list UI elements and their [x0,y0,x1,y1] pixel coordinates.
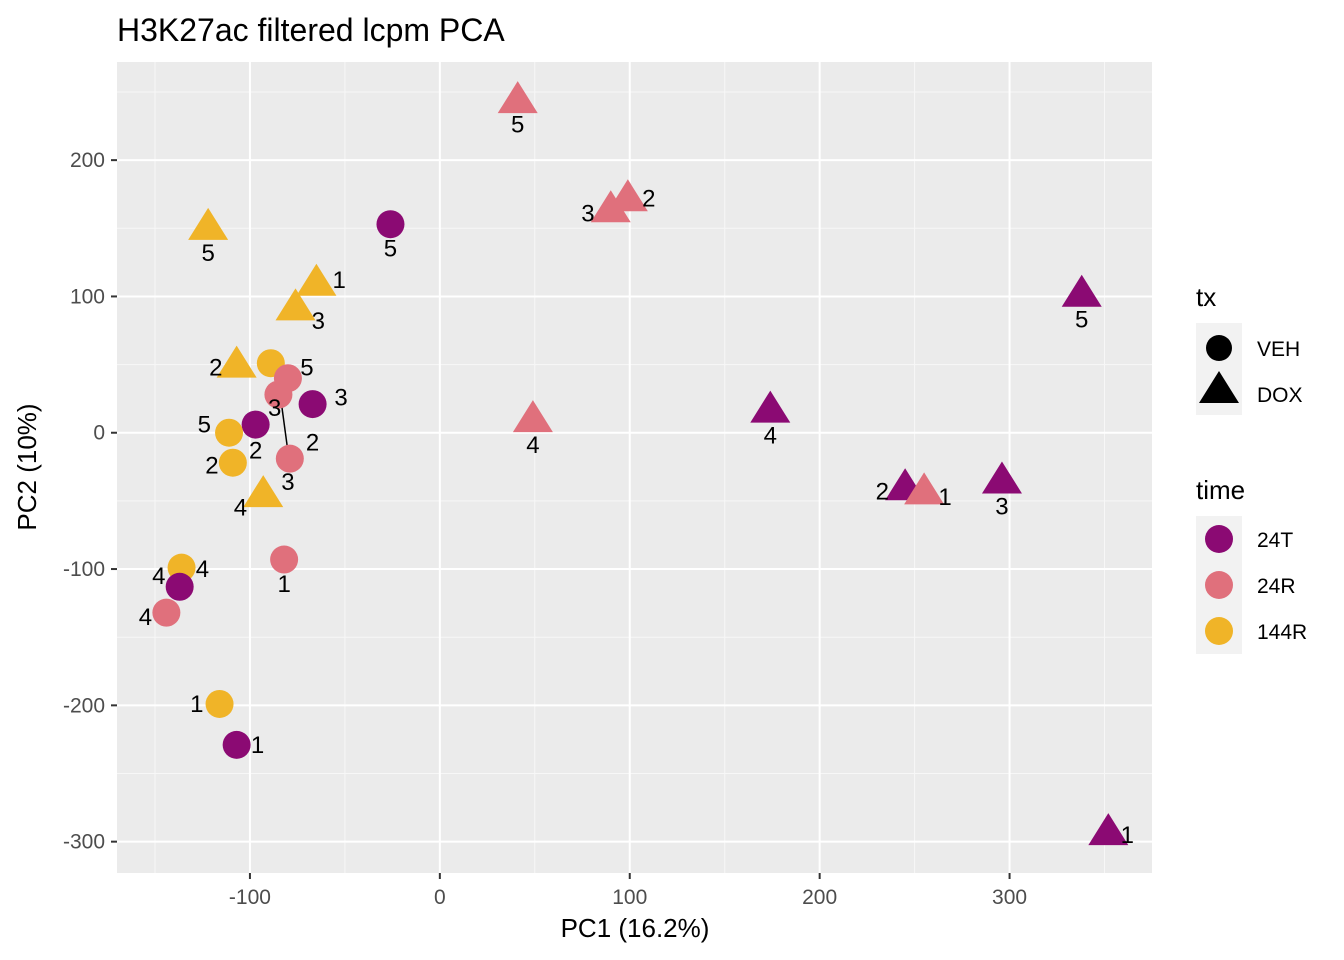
point-144r-veh-5 [215,418,244,447]
point-label: 4 [234,495,247,522]
x-tick-label: 0 [434,886,446,909]
y-tick-label: 100 [70,285,105,308]
point-144r-veh-2 [218,448,247,477]
legend-tx: tx VEH DOX [1196,282,1303,415]
point-144r-dox-2 [216,345,257,378]
point-label: 5 [198,412,211,439]
legend-tx-label-veh: VEH [1257,338,1300,361]
point-144r-dox-1 [296,263,337,296]
point-label: 5 [201,240,214,267]
point-144r-dox-3 [275,288,316,321]
legend-time-label-24r: 24R [1257,575,1296,598]
point-24t-veh-5 [376,210,405,239]
point-24r-veh-2 [275,444,304,473]
data-points [152,81,1129,846]
point-24r-veh-1 [270,545,299,574]
point-24t-veh-3 [298,390,327,419]
x-tick-label: 100 [612,886,647,909]
point-24r-dox-4 [512,400,553,433]
legend-veh-circle-icon [1206,335,1232,361]
point-label: 1 [1121,822,1134,849]
point-label: 1 [938,484,951,511]
point-label: 1 [277,571,290,598]
point-label: 2 [209,354,222,381]
point-label: 2 [306,429,319,456]
minor-gridlines [117,62,1152,873]
point-24r-dox-3 [590,190,631,223]
point-label: 2 [249,437,262,464]
legend-144r-circle-icon [1205,617,1233,645]
x-axis: -100 0 100 200 300 [229,873,1027,909]
point-label: 2 [876,478,889,505]
point-24r-dox-5 [497,81,538,114]
y-axis-title: PC2 (10%) [12,403,42,530]
point-label: 3 [312,308,325,335]
point-label: 5 [1075,307,1088,334]
point-24r-veh-3 [264,380,293,409]
point-24r-dox-1 [904,472,945,505]
point-144r-dox-4 [243,475,284,508]
legend-24t-circle-icon [1205,525,1233,553]
major-gridlines [117,62,1152,873]
y-axis: -300 -200 -100 0 100 200 [63,149,117,854]
x-tick-label: 200 [802,886,837,909]
point-24t-veh-2 [241,410,270,439]
legend-time-label-24t: 24T [1257,529,1293,552]
point-24r-veh-4 [152,598,181,627]
y-tick-label: 0 [93,422,105,445]
panel-background [117,62,1152,873]
x-axis-title: PC1 (16.2%) [561,913,710,943]
point-24t-dox-1 [1088,813,1129,846]
point-label: 2 [642,185,655,212]
legend-tx-title: tx [1196,282,1216,312]
point-label: 5 [511,112,524,139]
x-tick-label: 300 [992,886,1027,909]
point-label: 3 [281,469,294,496]
point-24t-dox-3 [981,461,1022,494]
point-24t-veh-4 [165,572,194,601]
point-label: 3 [995,493,1008,520]
point-label: 4 [526,432,539,459]
chart-title: H3K27ac filtered lcpm PCA [117,12,505,48]
y-tick-label: 200 [70,149,105,172]
y-tick-label: -300 [63,831,105,854]
point-label: 3 [334,384,347,411]
y-tick-label: -100 [63,558,105,581]
point-label: 3 [268,395,281,422]
point-label: 1 [251,732,264,759]
point-label: 2 [205,452,218,479]
legend-time: time 24T 24R 144R [1196,475,1307,654]
point-label: 5 [300,354,313,381]
legend-time-label-144r: 144R [1257,621,1307,644]
point-label: 4 [764,422,777,449]
point-label: 5 [384,236,397,263]
point-24t-dox-5 [1061,274,1102,307]
legend-time-title: time [1196,475,1245,505]
point-label: 1 [333,267,346,294]
point-label: 4 [196,556,209,583]
legend-dox-triangle-icon [1199,371,1239,403]
point-144r-dox-5 [188,207,229,240]
point-label: 3 [581,200,594,227]
legend-24r-circle-icon [1205,571,1233,599]
point-24t-veh-1 [222,730,251,759]
point-24t-dox-4 [750,390,791,423]
point-label: 4 [139,604,152,631]
point-label: 4 [152,563,165,590]
point-144r-veh-1 [205,689,234,718]
x-tick-label: -100 [229,886,271,909]
legend-tx-label-dox: DOX [1257,384,1303,407]
y-tick-label: -200 [63,694,105,717]
point-label: 1 [190,691,203,718]
